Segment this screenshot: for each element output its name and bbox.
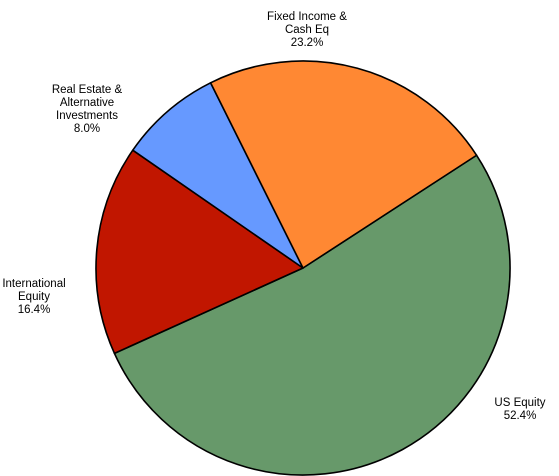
- slice-value-label: 16.4%: [18, 304, 51, 316]
- slice-category-label: US Equity: [494, 397, 545, 409]
- slice-value-label: 52.4%: [504, 410, 537, 422]
- slice-category-label: Fixed Income &: [267, 11, 347, 23]
- slice-category-label: International: [2, 278, 65, 290]
- slice-category-label: Real Estate &: [52, 84, 123, 96]
- slice-value-label: 8.0%: [74, 123, 100, 135]
- pie-slice: [113, 154, 511, 476]
- pie-slices: [95, 60, 511, 476]
- slice-value-label: 23.2%: [291, 37, 324, 49]
- pie-slice: [95, 149, 304, 355]
- slice-category-label: Equity: [18, 291, 50, 303]
- pie-slice: [209, 60, 478, 269]
- slice-category-label: Investments: [56, 110, 118, 122]
- slice-category-label: Cash Eq: [285, 24, 329, 36]
- pie-slice: [131, 81, 304, 269]
- slice-category-label: Alternative: [60, 97, 114, 109]
